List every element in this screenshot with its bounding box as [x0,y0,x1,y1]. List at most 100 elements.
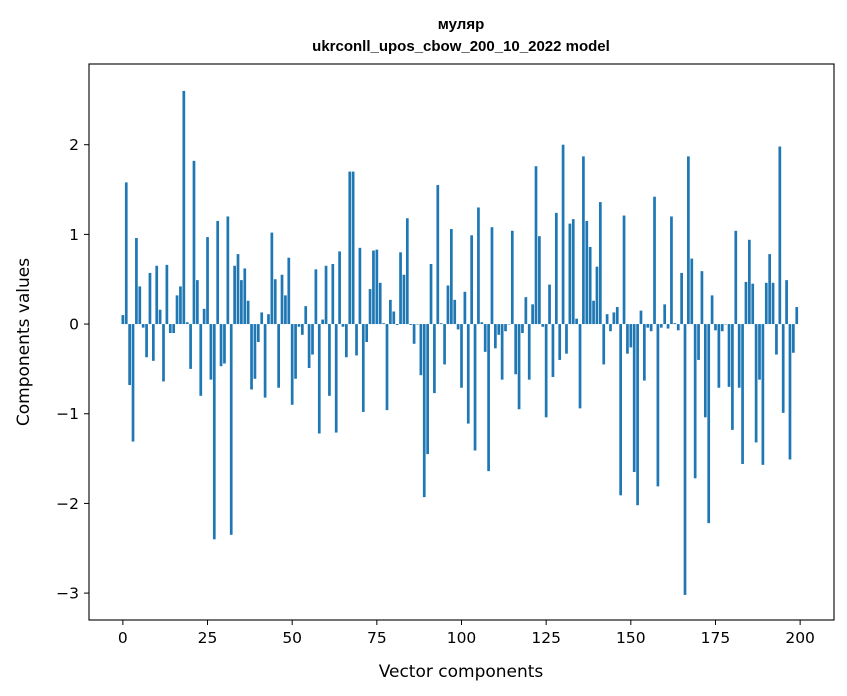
bar-58 [317,324,321,434]
bar-68 [351,171,355,325]
bar-198 [792,324,795,353]
bar-123 [538,236,541,325]
x-axis-ticks: 0 25 50 75 100 125 150 175 200 [118,620,815,647]
bar-48 [284,295,287,325]
bar-76 [378,282,382,325]
y-tick-label: 0 [69,316,79,334]
bar-51 [294,324,297,379]
bar-78 [385,324,389,411]
bar-37 [246,300,250,325]
bar-85 [409,324,413,325]
bar-82 [399,252,402,325]
bar-0 [121,315,125,325]
bar-3 [131,324,135,442]
bar-90 [426,324,429,455]
bar-100 [460,324,463,388]
bar-177 [720,324,724,332]
bar-8 [148,272,152,325]
bar-196 [785,280,788,325]
bar-41 [260,312,264,325]
bar-55 [307,324,311,368]
bar-139 [592,300,595,325]
bar-24 [202,308,206,325]
bar-98 [453,299,457,325]
x-tick-label: 200 [785,629,815,647]
bar-176 [717,324,721,388]
bar-132 [568,223,572,325]
bar-171 [700,271,704,325]
x-tick-label: 150 [616,629,646,647]
bar-153 [639,310,643,325]
bar-146 [615,307,619,325]
bar-97 [449,229,453,325]
bar-93 [436,185,440,325]
bar-180 [731,324,734,430]
bar-92 [433,324,436,394]
bar-184 [744,281,748,325]
bar-36 [243,268,247,325]
bar-116 [514,324,518,375]
bar-179 [727,324,731,387]
bar-117 [517,324,521,410]
bar-2 [128,324,131,386]
y-tick-label: 1 [69,226,79,244]
bar-4 [135,237,138,325]
bar-49 [287,257,291,325]
x-tick-label: 25 [198,629,218,647]
bar-96 [446,285,450,325]
y-tick-label: −2 [56,495,79,513]
bar-102 [466,324,470,424]
bar-22 [196,280,199,325]
bar-137 [585,220,589,325]
bar-43 [267,314,270,325]
bar-57 [314,269,318,325]
bar-155 [646,324,650,328]
bar-175 [714,324,717,331]
bar-113 [504,324,507,332]
bar-120 [527,324,531,380]
bar-107 [483,324,487,352]
bar-39 [253,324,257,379]
bar-6 [141,324,145,328]
bar-173 [707,324,711,524]
chart-title: муляр [438,16,485,33]
bar-119 [524,297,528,325]
bar-52 [297,324,301,327]
bar-170 [697,324,700,360]
bar-19 [185,322,189,325]
bar-33 [233,265,236,325]
bar-10 [155,265,159,325]
bar-122 [534,166,538,325]
bar-61 [328,324,331,396]
bar-151 [632,324,636,473]
bar-83 [402,274,406,325]
bar-26 [209,324,213,380]
bar-161 [666,324,670,329]
bar-31 [226,216,230,325]
bar-129 [558,324,562,360]
bar-185 [747,239,751,325]
bar-124 [541,324,545,327]
bar-159 [659,324,663,328]
bar-73 [368,289,372,325]
bar-45 [273,279,277,325]
chart-subtitle: ukrconll_upos_cbow_200_10_2022 model [312,38,610,55]
bar-99 [456,324,460,330]
x-tick-label: 175 [701,629,731,647]
bar-133 [571,219,575,325]
bar-7 [145,324,148,358]
bar-79 [389,299,392,325]
bar-32 [229,324,233,535]
bar-56 [311,324,314,355]
bar-25 [206,237,209,325]
bar-35 [240,280,243,325]
x-tick-label: 75 [367,629,387,647]
bar-60 [324,265,328,325]
bar-157 [653,196,656,325]
bar-18 [182,90,186,325]
bar-94 [439,323,443,325]
bar-5 [138,286,142,325]
bar-105 [477,207,480,325]
bar-95 [443,324,446,365]
